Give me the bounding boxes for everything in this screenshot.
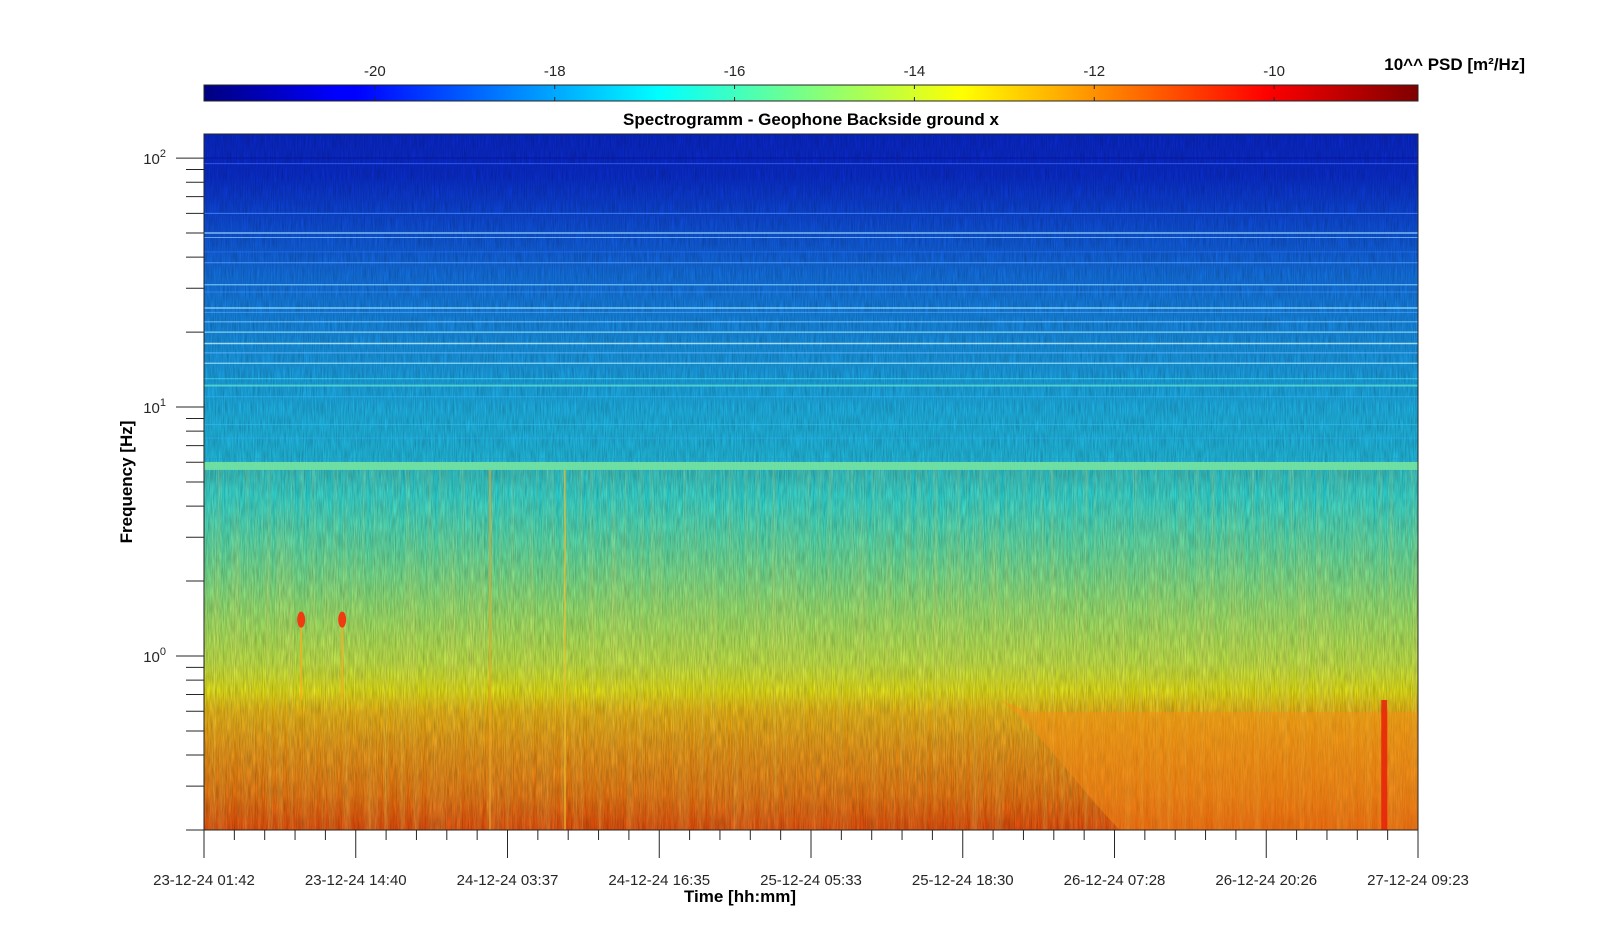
colorbar-gradient xyxy=(203,84,1419,102)
plot-area xyxy=(204,134,1418,830)
burst-mark xyxy=(338,611,347,628)
y-tick-exponent: 2 xyxy=(160,148,166,160)
x-tick-label: 24-12-24 16:35 xyxy=(608,872,710,889)
y-tick-label: 101 xyxy=(143,397,166,417)
resonance-line xyxy=(204,461,1418,470)
features xyxy=(204,461,1418,830)
x-tick-label: 24-12-24 03:37 xyxy=(457,872,559,889)
x-tick-label: 26-12-24 07:28 xyxy=(1064,872,1166,889)
colorbar: -20 -18 -16 -14 -12 -10 10^^ PSD [m²/Hz] xyxy=(203,55,1525,102)
speckle-noise xyxy=(204,134,1418,830)
y-tick-exponent: 0 xyxy=(160,646,166,658)
x-tick-label: 27-12-24 09:23 xyxy=(1367,872,1469,889)
x-axis-label: Time [hh:mm] xyxy=(684,887,796,906)
low-frequency-dip xyxy=(1000,700,1418,830)
y-tick-exponent: 1 xyxy=(160,397,166,409)
y-axis-label: Frequency [Hz] xyxy=(117,421,136,544)
colorbar-ticks: -20 -18 -16 -14 -12 -10 xyxy=(364,63,1285,101)
colorbar-tick-label: -20 xyxy=(364,63,386,80)
y-tick-label: 102 xyxy=(143,148,166,168)
colorbar-label: 10^^ PSD [m²/Hz] xyxy=(1384,55,1525,74)
x-tick-label: 25-12-24 18:30 xyxy=(912,872,1014,889)
x-tick-label: 25-12-24 05:33 xyxy=(760,872,862,889)
x-tick-label: 23-12-24 01:42 xyxy=(153,872,255,889)
colorbar-tick-label: -18 xyxy=(544,63,566,80)
burst-mark xyxy=(297,611,306,628)
colorbar-tick-label: -10 xyxy=(1263,63,1285,80)
colorbar-tick-label: -16 xyxy=(724,63,746,80)
colorbar-tick-label: -14 xyxy=(904,63,926,80)
y-tick-label: 100 xyxy=(143,646,166,666)
x-axis: 23-12-24 01:42 23-12-24 14:40 24-12-24 03:… xyxy=(153,830,1469,889)
x-tick-label: 23-12-24 14:40 xyxy=(305,872,407,889)
chart-title: Spectrogramm - Geophone Backside ground … xyxy=(623,110,1000,129)
x-tick-label: 26-12-24 20:26 xyxy=(1215,872,1317,889)
broadband-spike xyxy=(1381,700,1388,830)
colorbar-tick-label: -12 xyxy=(1083,63,1105,80)
harmonic-lines xyxy=(204,157,1418,460)
